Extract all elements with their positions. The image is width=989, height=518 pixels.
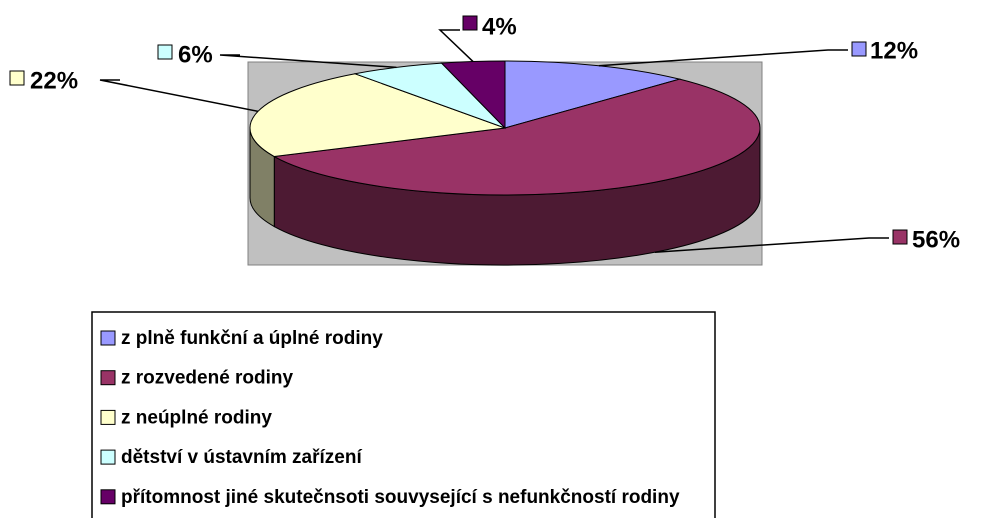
- label-swatch: [462, 15, 478, 31]
- leader-line: [598, 49, 848, 67]
- label-swatch: [851, 41, 867, 57]
- legend-label: z neúplné rodiny: [121, 407, 272, 428]
- legend-swatch: [100, 409, 116, 425]
- data-label: 56%: [912, 226, 960, 253]
- data-label: 6%: [178, 41, 213, 68]
- leader-line: [219, 54, 397, 69]
- data-label: 4%: [482, 13, 517, 40]
- leader-line: [438, 29, 474, 63]
- data-label: 12%: [870, 37, 918, 64]
- legend-label: přítomnost jiné skutečnsoti souvysející …: [121, 487, 680, 508]
- legend-swatch: [100, 330, 116, 346]
- legend-label: z rozvedené rodiny: [121, 368, 294, 389]
- slice: [272, 78, 761, 196]
- legend: [91, 311, 716, 518]
- leader-line: [99, 79, 259, 113]
- slice: [440, 60, 506, 130]
- leader-line: [654, 237, 889, 253]
- label-swatch: [9, 70, 25, 86]
- legend-swatch: [100, 449, 116, 465]
- data-label: 22%: [30, 67, 78, 94]
- label-swatch: [892, 229, 908, 245]
- legend-swatch: [100, 370, 116, 386]
- slice: [504, 60, 682, 129]
- legend-label: z plně funkční a úplné rodiny: [121, 328, 383, 349]
- legend-swatch: [100, 489, 116, 505]
- legend-label: dětství v ústavním zařízení: [121, 447, 362, 468]
- label-swatch: [157, 44, 173, 60]
- slice: [249, 73, 506, 158]
